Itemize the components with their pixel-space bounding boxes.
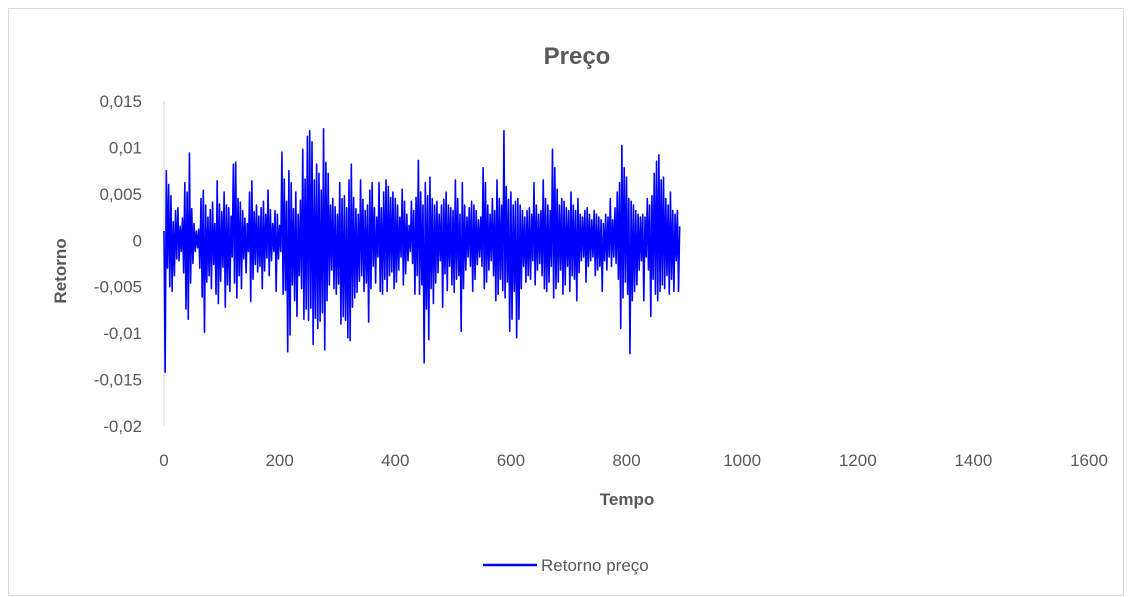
chart-area: Preço Retorno Tempo 0,015 0,01 0,005 0 -0,00… [8,8,1124,596]
x-tick-label: 1600 [1070,451,1108,470]
line-chart: Preço Retorno Tempo 0,015 0,01 0,005 0 -0,00… [51,43,1108,575]
legend: Retorno preço [483,556,649,575]
y-tick-label: -0,02 [103,417,142,436]
x-tick-label: 1000 [723,451,761,470]
series-line-retorno-preco [163,128,681,373]
y-tick-label: 0 [133,231,142,250]
x-tick-label: 800 [612,451,640,470]
x-axis-title: Tempo [600,490,654,509]
x-axis-tick-labels: 0 200 400 600 800 1000 1200 1400 1600 [159,451,1108,470]
chart-title: Preço [544,43,611,70]
x-tick-label: 600 [497,451,525,470]
y-tick-label: -0,015 [94,371,142,390]
x-tick-label: 1200 [839,451,877,470]
x-tick-label: 1400 [954,451,992,470]
y-tick-label: 0,015 [99,92,142,111]
x-tick-label: 0 [159,451,168,470]
y-axis-title: Retorno [51,238,70,303]
series-group [163,128,681,373]
y-axis-tick-labels: 0,015 0,01 0,005 0 -0,005 -0,01 -0,015 -0,02 [94,92,142,436]
legend-label-retorno-preco: Retorno preço [541,556,649,575]
y-tick-label: 0,005 [99,185,142,204]
y-tick-label: 0,01 [109,138,142,157]
x-tick-label: 200 [265,451,293,470]
y-tick-label: -0,005 [94,278,142,297]
x-tick-label: 400 [381,451,409,470]
y-tick-label: -0,01 [103,324,142,343]
